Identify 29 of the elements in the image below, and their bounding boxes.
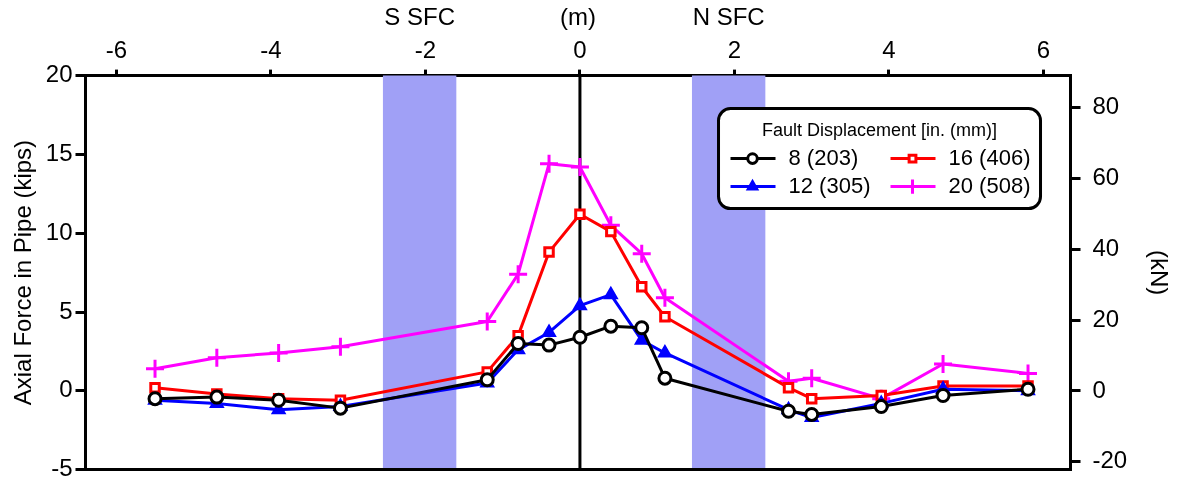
y2-tick-label: 80 xyxy=(1092,92,1120,120)
y-tick-label: 15 xyxy=(45,139,73,167)
x-tick-label: 2 xyxy=(727,35,742,63)
legend-label: 20 (508) xyxy=(948,172,1031,198)
x-tick-label: -6 xyxy=(105,35,128,63)
x-tick-label: -2 xyxy=(414,35,437,63)
legend-title: Fault Displacement [in. (mm)] xyxy=(761,119,998,140)
y-tick-label: 10 xyxy=(45,217,73,245)
band-label: S SFC xyxy=(384,2,455,30)
y-tick-label: -5 xyxy=(51,454,73,482)
y2-tick-label: 60 xyxy=(1092,162,1120,190)
x-tick-label: 0 xyxy=(573,35,587,63)
band-label: N SFC xyxy=(692,2,765,30)
y2-tick-label: 20 xyxy=(1092,304,1120,332)
y-tick-label: 5 xyxy=(59,296,73,324)
y2-tick-label: 40 xyxy=(1092,233,1120,261)
x-tick-label: 6 xyxy=(1036,35,1051,63)
legend-label: 16 (406) xyxy=(948,144,1031,170)
x-tick-label: -4 xyxy=(260,35,282,63)
y2-tick-label: 0 xyxy=(1092,375,1106,403)
y2-tick-label: -20 xyxy=(1092,446,1128,474)
y-tick-label: 0 xyxy=(59,375,73,403)
legend-label: 12 (305) xyxy=(788,172,871,198)
y-axis-title: Axial Force in Pipe (kips) xyxy=(9,139,37,406)
x-axis-title: (m) xyxy=(560,3,596,31)
x-tick-label: 4 xyxy=(882,35,896,63)
y2-axis-title: (kN) xyxy=(1145,249,1173,296)
legend-label: 8 (203) xyxy=(788,144,859,170)
y-tick-label: 20 xyxy=(45,60,73,88)
